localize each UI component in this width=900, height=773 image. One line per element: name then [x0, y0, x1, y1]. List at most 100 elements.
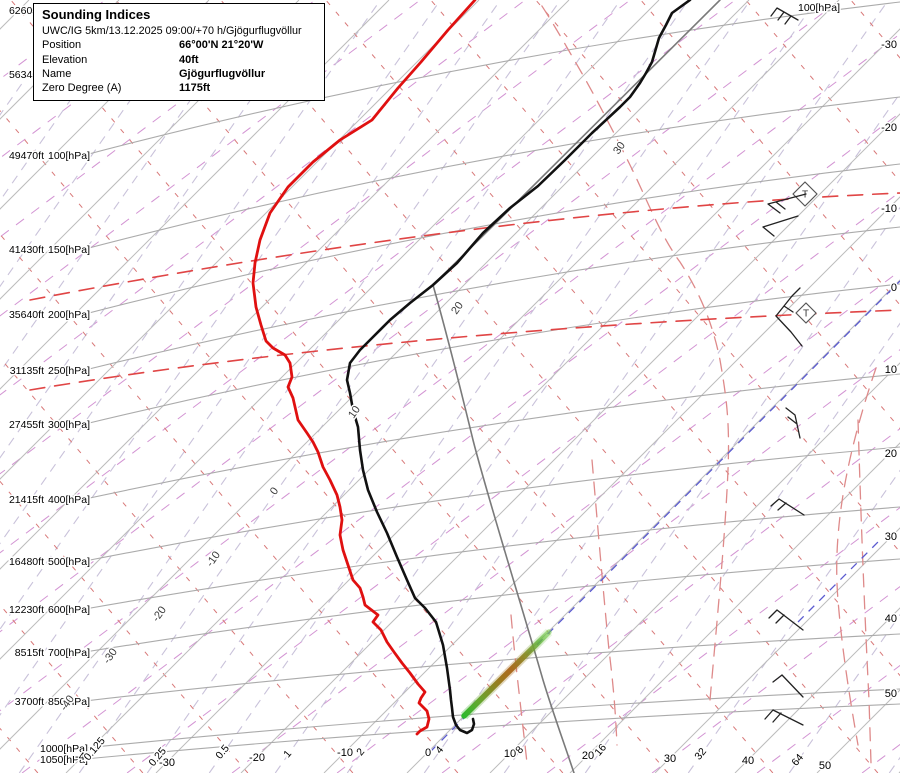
moist-adiabat-cold-line: [115, 0, 774, 773]
mixing-ratio-line: [0, 0, 381, 545]
moist-adiabat-cold-line: [0, 233, 459, 773]
temperature-axis-right-label: 40: [885, 613, 897, 625]
temperature-curve-red: [251, 0, 477, 736]
temperature-axis-bottom-label: -20: [249, 752, 265, 764]
isotherm-line: [0, 0, 300, 300]
saturated-adiabat-line: [0, 0, 421, 317]
pressure-axis-label: 200[hPa]: [48, 309, 90, 321]
temperature-axis-bottom-label: 50: [819, 760, 831, 772]
temperature-axis-bottom-label: 20: [582, 750, 594, 762]
isotherm-line: [0, 0, 390, 390]
tropopause-line: [29, 309, 900, 391]
info-value-zero-degree: 1175ft: [179, 82, 211, 95]
saturated-adiabat-line: [0, 0, 526, 396]
isotherm-line: [155, 28, 900, 773]
isotherm-line: [0, 0, 210, 210]
wind-barb-icon: [772, 674, 804, 698]
moist-adiabat-cold-line: [0, 604, 144, 773]
info-value-name: Gjögurflugvöllur: [179, 67, 266, 80]
isobar-line: [84, 703, 900, 760]
moist-adiabat-warm-curve: [857, 419, 872, 764]
info-row-name: Name Gjögurflugvöllur: [42, 67, 316, 81]
isobar-line: [84, 506, 900, 610]
moist-adiabat-cold-line: [10, 0, 669, 773]
adiabat-value-label: -20: [150, 604, 169, 624]
mixing-ratio-line: [584, 322, 900, 773]
isobar-line: [84, 373, 900, 500]
moist-adiabat-cold-line: [430, 0, 900, 553]
temperature-axis-bottom-label: -40: [75, 751, 91, 763]
altitude-axis-label: 31135ft: [10, 365, 44, 377]
adiabat-value-label: 20: [449, 300, 466, 317]
wind-barb-icon: [764, 709, 804, 726]
wind-barb-icon: [770, 498, 805, 516]
altitude-axis-label: 8515ft: [15, 647, 44, 659]
saturated-adiabat-line: [336, 349, 900, 773]
saturated-adiabat-line: [231, 270, 900, 773]
saturated-adiabat-line: [0, 0, 631, 475]
altitude-axis-label: 3700ft: [15, 696, 44, 708]
info-box-title: Sounding Indices: [42, 7, 151, 22]
tropopause-marker-letter: T: [803, 309, 809, 320]
temperature-axis-right-label: 10: [885, 364, 897, 376]
wind-barb-icon: [770, 7, 799, 25]
info-label-position: Position: [42, 39, 82, 52]
mixing-ratio-line: [0, 0, 321, 459]
tropopause-marker-diamond: [795, 302, 817, 324]
moist-adiabat-cold-line: [325, 0, 900, 677]
temperature-axis-bottom-label: 30: [664, 753, 676, 765]
pressure-axis-label: 1050[hPa]: [40, 754, 88, 766]
pressure-label-top-right: 100[hPa]: [798, 2, 840, 14]
isobar-line: [84, 633, 900, 702]
moist-adiabat-cold-line: [850, 0, 900, 59]
adiabat-value-label: -10: [204, 549, 223, 569]
isobar-line: [84, 226, 900, 371]
saturated-adiabat-line: [21, 112, 900, 773]
sounding-info-box: Sounding Indices UWC/IG 5km/13.12.2025 0…: [33, 3, 325, 101]
shear-segment: [461, 629, 552, 719]
pressure-axis-label: 400[hPa]: [48, 494, 90, 506]
pressure-axis-label: 150[hPa]: [48, 244, 90, 256]
altitude-axis-label: 41430ft: [9, 244, 44, 256]
temperature-axis-right-label: 20: [885, 448, 897, 460]
saturated-adiabat-line: [126, 191, 900, 773]
saturated-adiabat-line: [0, 0, 316, 238]
temperature-axis-bottom-label: -10: [337, 747, 353, 759]
temperature-axis-bottom-label: -30: [159, 757, 175, 769]
sounding-curve-black: [345, 0, 692, 735]
zero-degree-dashed-line: [797, 537, 883, 623]
temperature-axis-right-label: -30: [881, 39, 897, 51]
isotherm-line: [734, 607, 900, 773]
info-model-run-line: UWC/IG 5km/13.12.2025 09:00/+70 h/Gjögur…: [42, 25, 302, 37]
mixing-ratio-line: [274, 0, 817, 773]
tropopause-marker-letter: T: [802, 190, 808, 201]
mixing-ratio-label: 64: [789, 752, 806, 769]
mixing-ratio-line: [503, 206, 900, 773]
isotherm-line: [0, 0, 750, 750]
isobar-line: [84, 558, 900, 653]
mixing-ratio-label: 2: [354, 746, 367, 758]
pressure-axis-label: 500[hPa]: [48, 556, 90, 568]
isotherm-line: [489, 362, 900, 773]
isotherm-line: [0, 0, 660, 660]
pressure-axis-label: 1000[hPa]: [40, 743, 88, 755]
moist-adiabat-warm-curve: [537, 0, 730, 701]
altitude-axis-label: 27455ft: [9, 419, 44, 431]
isotherm-line: [654, 527, 900, 773]
altitude-axis-label: 35640ft: [9, 309, 44, 321]
info-row-position: Position 66°00'N 21°20'W: [42, 38, 316, 52]
wind-barb-icon: [768, 609, 804, 631]
temperature-axis-right-label: -10: [881, 203, 897, 215]
wind-barb-icon: [775, 287, 803, 347]
mixing-ratio-line: [346, 0, 889, 773]
wind-barb-icon: [762, 215, 799, 237]
saturated-adiabat-line: [0, 0, 841, 633]
isotherm-line: [240, 113, 900, 773]
wind-barb-icon: [785, 407, 801, 439]
temperature-axis-right-label: 50: [885, 688, 897, 700]
info-row-zero-degree: Zero Degree (A) 1175ft: [42, 81, 316, 95]
altitude-axis-label: 49470ft: [9, 150, 44, 162]
saturated-adiabat-line: [0, 0, 736, 554]
